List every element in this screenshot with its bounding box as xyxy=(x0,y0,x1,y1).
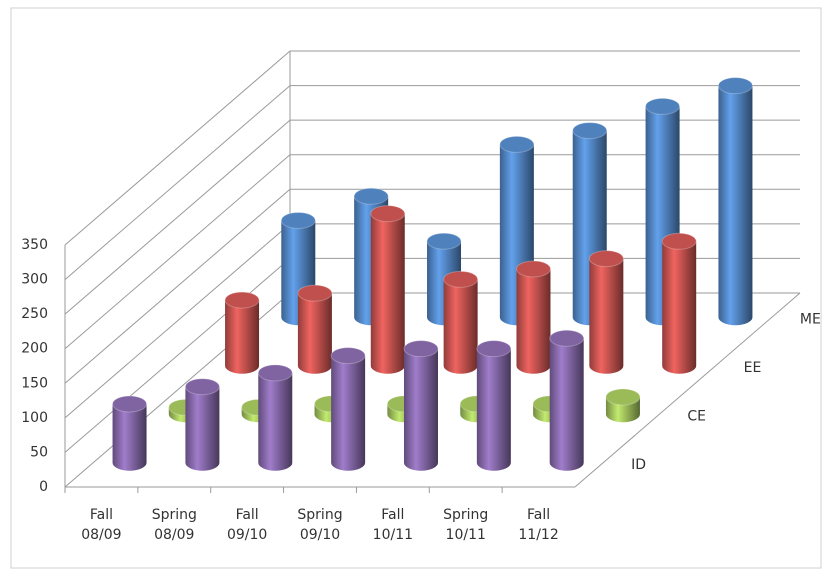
bar-top xyxy=(645,97,681,115)
bar-top xyxy=(370,205,406,223)
bar-top xyxy=(184,378,220,396)
x-tick-label: Fall 08/09 xyxy=(81,507,121,543)
bar-top xyxy=(588,250,624,268)
bar-top xyxy=(499,135,535,153)
y-tick-label: 350 xyxy=(21,237,48,253)
bar xyxy=(403,348,438,471)
cylinder xyxy=(476,340,512,471)
cylinder xyxy=(330,347,366,471)
bar-top xyxy=(443,270,479,288)
cylinder xyxy=(549,329,585,471)
bar-top xyxy=(661,232,697,250)
cylinder xyxy=(257,364,293,471)
bar-top xyxy=(605,388,641,406)
bar-top xyxy=(257,364,293,382)
bar xyxy=(718,85,753,326)
cylinder xyxy=(224,291,260,374)
cylinder xyxy=(112,395,148,471)
depth-label: ME xyxy=(800,311,821,327)
bar-top xyxy=(549,329,585,347)
bar-top xyxy=(476,340,512,358)
bar xyxy=(331,355,366,471)
bar xyxy=(225,300,260,374)
x-tick-label: Spring 10/11 xyxy=(443,507,488,543)
cylinder xyxy=(661,232,697,374)
bar xyxy=(185,386,220,471)
y-tick-label: 200 xyxy=(21,341,48,357)
grid-line xyxy=(64,188,291,384)
bar-top xyxy=(426,232,462,250)
bar xyxy=(297,293,332,374)
bar xyxy=(443,279,478,374)
bar-top xyxy=(572,122,608,140)
x-tick-label: Fall 09/10 xyxy=(227,507,267,543)
grid-line xyxy=(64,85,291,280)
grid-line xyxy=(64,223,291,419)
y-tick-label: 300 xyxy=(21,272,48,288)
x-tick-label: Fall 11/12 xyxy=(518,507,558,543)
y-tick-label: 50 xyxy=(30,444,48,460)
bar-top xyxy=(717,77,753,95)
cylinder xyxy=(297,284,333,374)
bar-top xyxy=(224,291,260,309)
bar-top xyxy=(403,340,439,358)
cylinder xyxy=(605,388,641,423)
chart-frame xyxy=(10,7,822,569)
cylinder xyxy=(403,340,439,471)
bar-top xyxy=(297,284,333,302)
bar xyxy=(112,403,147,471)
bar xyxy=(589,258,624,374)
depth-label: EE xyxy=(744,360,762,376)
x-tick-label: Spring 08/09 xyxy=(152,507,197,543)
cylinder xyxy=(717,77,753,326)
y-tick-label: 100 xyxy=(21,410,48,426)
bar xyxy=(370,213,405,374)
x-tick-label: Fall 10/11 xyxy=(373,507,413,543)
grid-line xyxy=(64,258,291,453)
bar-top xyxy=(515,260,551,278)
bar-top xyxy=(280,211,316,229)
cylinder xyxy=(588,250,624,374)
y-tick-label: 0 xyxy=(39,479,48,495)
x-tick-label: Spring 09/10 xyxy=(297,507,342,543)
bar xyxy=(549,338,584,471)
y-tick-label: 150 xyxy=(21,375,48,391)
bar-top xyxy=(330,347,366,365)
axis-line xyxy=(574,292,801,488)
bar xyxy=(476,348,511,471)
depth-label: ID xyxy=(631,457,646,473)
bar xyxy=(662,241,697,374)
cylinder xyxy=(515,260,551,374)
grid-line xyxy=(64,50,291,246)
cylinder xyxy=(370,205,406,374)
cylinder xyxy=(184,378,220,471)
y-tick-label: 250 xyxy=(21,306,48,322)
bar-top xyxy=(112,395,148,413)
grid-line xyxy=(64,119,291,315)
cylinder xyxy=(443,270,479,374)
bar xyxy=(516,268,551,374)
bar xyxy=(258,372,293,471)
depth-label: CE xyxy=(687,408,706,424)
grid-line xyxy=(64,154,291,350)
bar-top xyxy=(353,187,389,205)
